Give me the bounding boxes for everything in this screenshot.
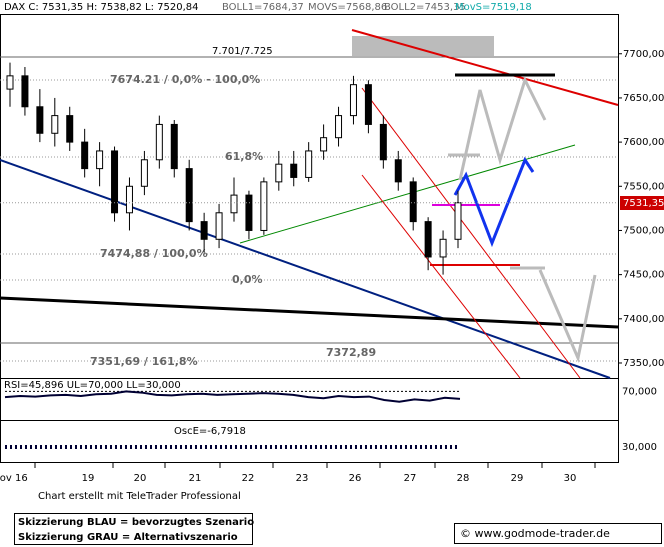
x-tick-label: 28 xyxy=(457,473,470,484)
candle-body xyxy=(379,123,387,161)
candles xyxy=(6,62,462,275)
y-tick-label: 7600,000 xyxy=(623,137,664,148)
candle-body xyxy=(6,75,14,90)
legend-entry: Skizzierung GRAU = Alternativszenario xyxy=(18,532,238,543)
y-tick-label: 7350,000 xyxy=(623,358,664,369)
y-tick-label: 7550,000 xyxy=(623,181,664,192)
candle-body xyxy=(125,185,133,214)
candle-body xyxy=(260,181,268,231)
header: DAX C: 7531,35 H: 7538,82 L: 7520,84 xyxy=(4,2,199,13)
channel-line xyxy=(361,87,581,379)
candle-body xyxy=(424,221,432,258)
x-tick-label: 22 xyxy=(242,473,255,484)
trend-line xyxy=(351,29,619,106)
candle-body xyxy=(439,238,447,258)
candle-body xyxy=(185,168,193,223)
copyright-box xyxy=(454,523,662,544)
candle-body xyxy=(290,163,298,178)
y-tick-label: 7700,000 xyxy=(623,49,664,60)
candle-body xyxy=(454,202,462,240)
rsi-title: RSI=45,896 UL=70,000 LL=30,000 xyxy=(4,380,181,391)
candle-body xyxy=(140,159,148,187)
osc-title: OscE=-6,7918 xyxy=(174,426,246,437)
candle-body xyxy=(335,115,343,139)
y-tick-label: 7650,000 xyxy=(623,93,664,104)
candle-body xyxy=(364,84,372,125)
candle-body xyxy=(215,212,223,240)
annotation: 7372,89 xyxy=(326,346,376,359)
indicator: MovS=7519,18 xyxy=(455,2,532,13)
scenario-blue xyxy=(453,156,535,248)
candle-body xyxy=(245,194,253,231)
rsi-line xyxy=(4,390,461,403)
annotation: 61,8% xyxy=(225,150,263,163)
last-price-tag xyxy=(620,196,664,210)
x-tick-label: Nov 16 xyxy=(0,473,28,484)
candle-body xyxy=(96,150,104,170)
candle-body xyxy=(81,141,89,170)
annotation: 7.701/7.725 xyxy=(212,46,273,57)
candle-body xyxy=(51,115,59,134)
y-tick-label: 7450,000 xyxy=(623,270,664,281)
candle-body xyxy=(200,221,208,240)
annotation: 7474,88 / 100,0% xyxy=(100,247,208,260)
copyright: © www.godmode-trader.de xyxy=(460,527,610,540)
candle-body xyxy=(170,123,178,170)
x-tick-label: 21 xyxy=(189,473,202,484)
annotation: 0,0% xyxy=(232,273,263,286)
x-tick-label: 23 xyxy=(296,473,309,484)
scenario-grey xyxy=(458,76,547,181)
candle-body xyxy=(230,194,238,214)
x-tick-label: 20 xyxy=(134,473,147,484)
trend-line xyxy=(0,159,611,379)
osc-tick-label: 30,000 xyxy=(622,442,657,453)
trend-line xyxy=(0,296,619,329)
legend-entry: Skizzierung BLAU = bevorzugtes Szenario xyxy=(18,517,254,528)
candle-body xyxy=(349,84,357,117)
scenario-grey xyxy=(538,269,597,363)
channel-line xyxy=(361,174,521,379)
candle-body xyxy=(320,137,328,152)
indicator: BOLL1=7684,37 xyxy=(222,2,304,13)
legend-box xyxy=(14,513,253,545)
candle-body xyxy=(111,150,119,214)
indicator: BOLL2=7453,35 xyxy=(384,2,466,13)
y-tick-label: 7500,000 xyxy=(623,225,664,236)
candle-body xyxy=(36,106,44,134)
indicator: MOVS=7568,86 xyxy=(308,2,387,13)
candle-body xyxy=(394,159,402,183)
candle-body xyxy=(21,75,29,108)
x-tick-label: 30 xyxy=(564,473,577,484)
candle-body xyxy=(275,163,283,183)
candle-body xyxy=(305,150,313,178)
credit: Chart erstellt mit TeleTrader Profession… xyxy=(38,491,241,502)
candle-body xyxy=(66,115,74,143)
resistance-zone xyxy=(352,36,494,56)
x-tick-label: 27 xyxy=(404,473,417,484)
osc-panel xyxy=(0,420,619,463)
last-price: 7531,35 xyxy=(623,198,664,209)
annotation: 7351,69 / 161,8% xyxy=(90,355,198,368)
x-tick-label: 26 xyxy=(349,473,362,484)
trend-line xyxy=(239,144,576,244)
candle-body xyxy=(409,181,417,223)
x-tick-label: 19 xyxy=(82,473,95,484)
candle-body xyxy=(155,123,163,161)
y-tick-label: 7400,000 xyxy=(623,314,664,325)
x-tick-label: 29 xyxy=(511,473,524,484)
annotation: 7674.21 / 0,0% - 100,0% xyxy=(110,73,260,86)
rsi-tick-label: 70,000 xyxy=(622,386,657,397)
